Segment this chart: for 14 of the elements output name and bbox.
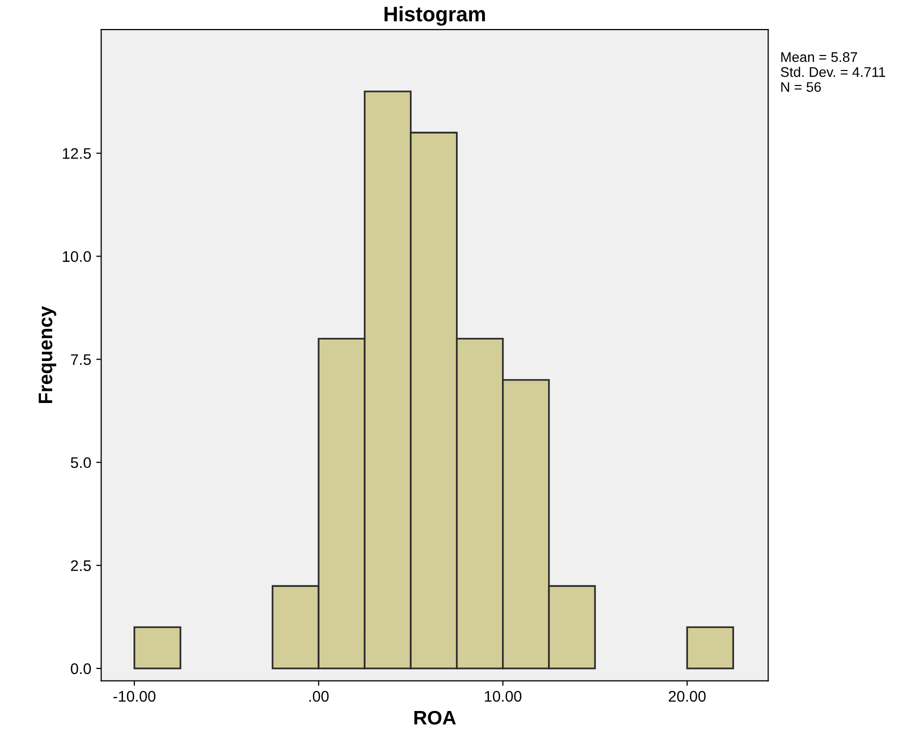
chart-title: Histogram xyxy=(384,6,485,26)
x-tick-label: 20.00 xyxy=(668,690,706,702)
text: Mean = 5.87 Std. Dev. = 4.711 N = 56 xyxy=(780,52,886,92)
x-tick-label: -10.00 xyxy=(113,690,156,702)
y-tick-label: 5.0 xyxy=(70,457,91,468)
y-tick-label: 2.5 xyxy=(71,560,91,572)
y-tick-label: 12.5 xyxy=(62,148,91,159)
y-axis-title: Frequency xyxy=(38,306,56,404)
y-tick-label: 0.0 xyxy=(70,663,91,674)
x-axis-title: ROA xyxy=(414,710,456,725)
x-tick-label: 10.00 xyxy=(484,690,522,702)
x-tick-label: .00 xyxy=(309,690,329,702)
y-tick-label: 10.0 xyxy=(62,251,91,262)
y-tick-label: 7.5 xyxy=(71,354,91,366)
